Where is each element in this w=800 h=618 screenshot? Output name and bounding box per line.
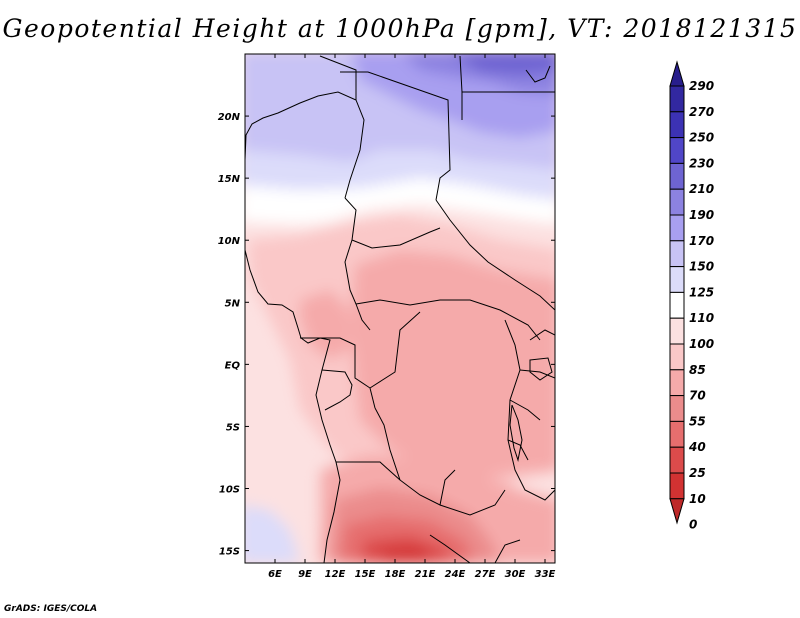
colorbar-swatch [669, 214, 685, 242]
colorbar-swatch [669, 446, 685, 474]
colorbar-label: 10 [689, 492, 706, 506]
lon-tick-label: 18E [385, 569, 406, 580]
colorbar-label: 0 [689, 518, 697, 532]
colorbar-label: 40 [688, 440, 706, 454]
colorbar-label: 170 [689, 234, 714, 248]
map-frame [244, 53, 556, 564]
lon-tick-label: 33E [535, 569, 556, 580]
colorbar-swatch [669, 369, 685, 397]
colorbar-label: 25 [689, 466, 706, 480]
lat-tick-label: 15N [218, 174, 241, 185]
colorbar-swatch [669, 85, 685, 113]
contour-fill-layer [245, 54, 555, 563]
colorbar-label: 210 [689, 182, 714, 196]
colorbar-label: 70 [689, 389, 706, 403]
colorbar-label: 270 [689, 105, 714, 119]
country-borders [245, 55, 555, 563]
colorbar-label: 85 [689, 363, 706, 377]
map-axis-tick-labels: 6E 9E 12E 15E 18E 21E 24E 27E 30E 33E 20N 15N 10N 5N E… [218, 112, 556, 580]
colorbar-swatch [669, 317, 685, 345]
lon-tick-label: 12E [325, 569, 346, 580]
map-axis-ticks [245, 54, 555, 563]
colorbar-swatch [669, 240, 685, 268]
lat-tick-label: 5S [226, 422, 240, 433]
lat-tick-label: 10S [219, 485, 240, 496]
lon-tick-label: 30E [505, 569, 526, 580]
colorbar-label: 110 [689, 311, 714, 325]
colorbar-label: 100 [689, 337, 714, 351]
colorbar-swatch [669, 266, 685, 293]
lon-tick-label: 21E [415, 569, 436, 580]
lat-tick-label: 15S [219, 547, 240, 558]
colorbar-arrow-bottom [669, 498, 685, 525]
colorbar-label: 125 [689, 285, 714, 299]
colorbar-swatch [669, 472, 685, 500]
colorbar-swatch [669, 291, 685, 319]
colorbar-swatch [669, 188, 685, 216]
lat-tick-label: EQ [225, 360, 241, 371]
colorbar-arrow-top [669, 60, 685, 87]
colorbar-label: 230 [689, 156, 714, 170]
colorbar-label: 150 [689, 260, 714, 274]
colorbar-swatch [669, 162, 685, 190]
lon-tick-label: 15E [355, 569, 376, 580]
colorbar-label: 250 [689, 131, 714, 145]
colorbar-swatch [669, 137, 685, 164]
colorbar: 2902702502302101901701501251101008570554… [669, 60, 714, 532]
lon-tick-label: 6E [268, 569, 282, 580]
lat-tick-label: 5N [225, 298, 241, 309]
lon-tick-label: 9E [298, 569, 312, 580]
lon-tick-label: 24E [445, 569, 466, 580]
colorbar-swatch [669, 395, 685, 422]
colorbar-label: 290 [689, 79, 714, 93]
colorbar-swatch [669, 111, 685, 139]
lon-tick-label: 27E [475, 569, 496, 580]
colorbar-swatch [669, 420, 685, 448]
colorbar-swatch [669, 343, 685, 371]
colorbar-label: 190 [689, 208, 714, 222]
grads-credit: GrADS: IGES/COLA [4, 604, 98, 614]
chart-title: Geopotential Height at 1000hPa [gpm], VT… [2, 14, 798, 43]
colorbar-label: 55 [689, 414, 706, 428]
lat-tick-label: 20N [218, 112, 241, 123]
lat-tick-label: 10N [218, 236, 241, 247]
